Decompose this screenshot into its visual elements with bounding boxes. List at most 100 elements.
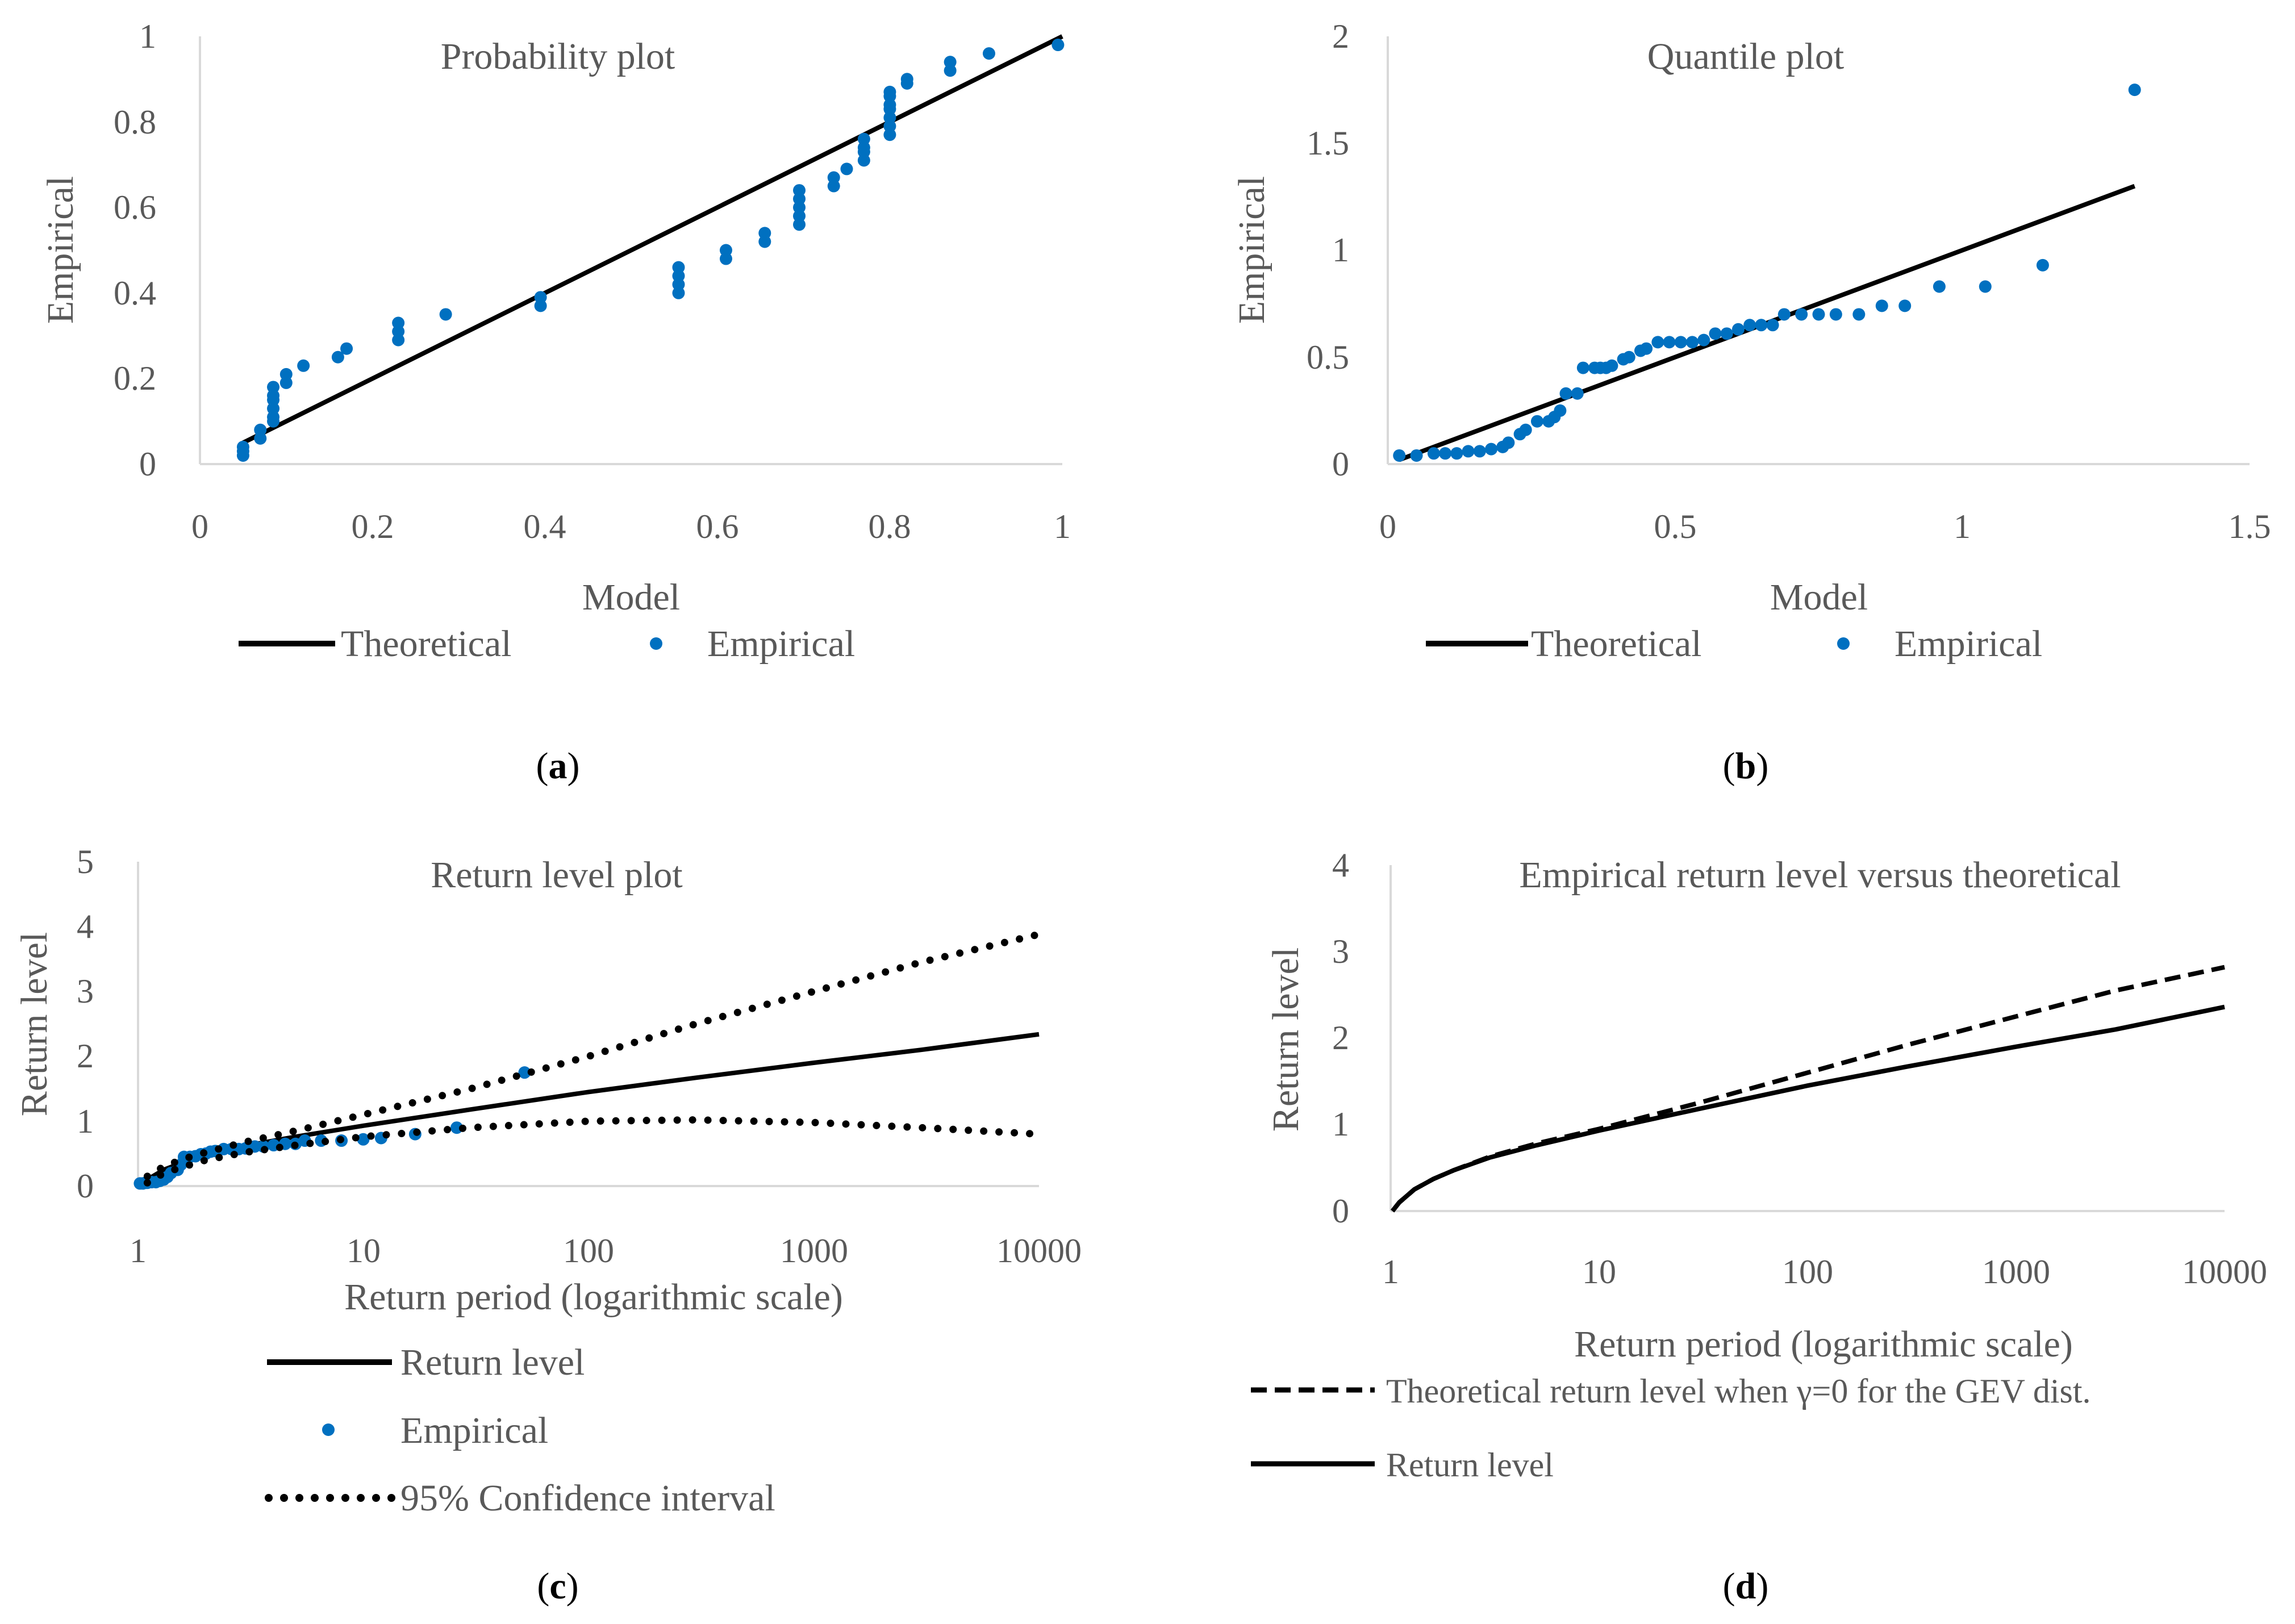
- panel-b: Quantile plot 0 0.5 1 1.5 0 0.5 1 1.5 2 …: [1231, 18, 2271, 787]
- panel-b-legend-empirical-swatch: [1837, 637, 1850, 650]
- panel-d-x-axis-title: Return period (logarithmic scale): [1574, 1324, 2073, 1365]
- panel-b-title: Quantile plot: [1647, 36, 1844, 77]
- panel-a-y-axis-title: Empirical: [40, 176, 81, 324]
- panel-b-series-empirical-point: [1640, 342, 1653, 355]
- panel-d-series-return-level-line: [1391, 1004, 2225, 1213]
- panel-b-series-empirical-point: [1473, 445, 1486, 458]
- panel-d-legend-theoretical-label: Theoretical return level when γ=0 for th…: [1386, 1372, 2091, 1410]
- panel-d-x-tick: 1: [1382, 1253, 1399, 1291]
- panel-b-y-axis-title: Empirical: [1231, 176, 1272, 324]
- panel-a-series-empirical-point: [267, 402, 280, 415]
- panel-b-series-empirical-point: [1720, 327, 1733, 340]
- panel-b-series-empirical-point: [1571, 387, 1584, 400]
- panel-a-series-empirical-point: [279, 376, 293, 389]
- panel-a-series-empirical-point: [883, 98, 896, 111]
- panel-a: Probability plot 0 0.2 0.4 0.6 0.8 1 0 0…: [40, 18, 1071, 787]
- panel-a-series-empirical-point: [254, 432, 267, 445]
- panel-b-series-empirical-point: [1663, 336, 1676, 349]
- panel-a-series-empirical-point: [672, 269, 685, 282]
- panel-a-series-empirical-point: [982, 47, 995, 60]
- panel-a-legend-theoretical-label: Theoretical: [341, 623, 511, 665]
- panel-c-legend-empirical-swatch: [322, 1423, 335, 1436]
- panel-a-series-empirical-point: [758, 227, 771, 240]
- panel-b-series-empirical-point: [1731, 323, 1745, 336]
- panel-b-x-axis-title: Model: [1770, 577, 1868, 618]
- panel-b-series-empirical-point: [1829, 308, 1842, 321]
- panel-a-series-empirical-point: [944, 56, 957, 69]
- panel-b-y-tick: 2: [1332, 18, 1349, 55]
- panel-a-y-tick: 0: [139, 445, 156, 483]
- panel-d-y-axis-title: Return level: [1265, 947, 1307, 1132]
- panel-a-series-empirical-point: [439, 308, 452, 321]
- panel-b-series-empirical-point: [1530, 415, 1543, 428]
- panel-d-y-tick: 1: [1332, 1105, 1349, 1143]
- panel-d-x-tick: 10: [1582, 1253, 1616, 1291]
- panel-c-x-axis-title: Return period (logarithmic scale): [344, 1276, 843, 1318]
- panel-d-x-tick: 100: [1782, 1253, 1833, 1291]
- panel-a-x-tick: 0.8: [869, 508, 911, 545]
- panel-a-y-tick: 0.6: [114, 189, 156, 226]
- panel-c-series-95-confidence-interval-upper-line: [143, 930, 1043, 1180]
- panel-b-series-empirical-point: [1410, 449, 1423, 462]
- panel-a-series-empirical-point: [534, 291, 547, 304]
- panel-c-y-tick: 4: [77, 908, 94, 945]
- panel-b-series-empirical-point: [1502, 436, 1515, 449]
- panel-b-series-empirical-point: [1852, 308, 1866, 321]
- panel-a-series-empirical-point: [857, 154, 870, 167]
- panel-a-caption: (a): [536, 745, 580, 787]
- panel-c-title: Return level plot: [431, 854, 683, 896]
- panel-a-y-tick: 0.2: [114, 360, 156, 397]
- panel-a-series-empirical-point: [672, 286, 685, 299]
- panel-b-series-empirical-point: [1933, 280, 1946, 293]
- panel-d-legend-return-level-label: Return level: [1386, 1446, 1554, 1484]
- panel-a-series-empirical-point: [331, 350, 344, 364]
- panel-c-plot-area: [133, 930, 1043, 1190]
- panel-c-series-95-confidence-interval-lower-line: [143, 1116, 1043, 1187]
- panel-b-y-tick: 0: [1332, 445, 1349, 483]
- panel-d-x-tick: 10000: [2182, 1253, 2267, 1291]
- panel-c-series-empirical-point: [518, 1066, 531, 1079]
- panel-c-y-tick: 0: [77, 1167, 94, 1205]
- panel-b-series-empirical-point: [1393, 449, 1406, 462]
- panel-d-series-theoretical-return-level-when-0-for-the-gev-dist-line: [1391, 965, 2225, 1213]
- panel-a-series-empirical-point: [793, 218, 806, 231]
- panel-a-x-tick: 1: [1054, 508, 1071, 545]
- panel-a-series-empirical-point: [672, 261, 685, 274]
- panel-c-y-tick: 3: [77, 972, 94, 1010]
- panel-a-series-empirical-point: [944, 64, 957, 77]
- panel-b-series-empirical-point: [1766, 319, 1779, 332]
- panel-b-series-empirical-point: [1651, 336, 1664, 349]
- panel-c-x-tick: 1: [130, 1232, 147, 1270]
- panel-c-x-tick: 1000: [780, 1232, 848, 1270]
- panel-a-series-empirical-point: [719, 244, 732, 257]
- panel-d-x-tick: 1000: [1982, 1253, 2050, 1291]
- panel-b-series-empirical-point: [1439, 447, 1452, 460]
- panel-b-series-empirical-point: [1755, 319, 1768, 332]
- panel-b-series-empirical-point: [1519, 423, 1532, 436]
- panel-a-x-tick: 0.6: [696, 508, 739, 545]
- panel-b-series-empirical-point: [1554, 404, 1567, 417]
- panel-a-x-tick: 0.2: [352, 508, 394, 545]
- panel-b-series-empirical-point: [1795, 308, 1808, 321]
- panel-a-series-empirical-point: [883, 85, 896, 98]
- panel-a-series-empirical-point: [793, 184, 806, 197]
- panel-b-caption: (b): [1723, 745, 1769, 787]
- panel-b-x-tick: 1: [1954, 508, 1971, 545]
- panel-d-y-tick: 4: [1332, 846, 1349, 884]
- panel-b-series-empirical-point: [1875, 299, 1888, 312]
- panel-a-series-empirical-point: [758, 235, 771, 248]
- panel-b-series-empirical-point: [1559, 387, 1572, 400]
- panel-b-series-empirical-point: [2036, 258, 2049, 272]
- panel-a-series-empirical-point: [793, 193, 806, 206]
- panel-a-series-empirical-point: [392, 316, 405, 329]
- panel-b-series-empirical-point: [1576, 361, 1589, 374]
- panel-c-x-tick: 10000: [996, 1232, 1082, 1270]
- panel-c-caption: (c): [537, 1565, 578, 1607]
- panel-a-series-empirical-point: [267, 411, 280, 424]
- panel-c-series-empirical-point: [357, 1133, 370, 1146]
- panel-a-x-tick: 0.4: [524, 508, 566, 545]
- panel-a-y-tick: 0.4: [114, 274, 156, 312]
- panel-a-series-empirical-point: [279, 368, 293, 381]
- panel-b-series-empirical-point: [1697, 333, 1710, 346]
- panel-a-series-empirical-point: [840, 162, 853, 176]
